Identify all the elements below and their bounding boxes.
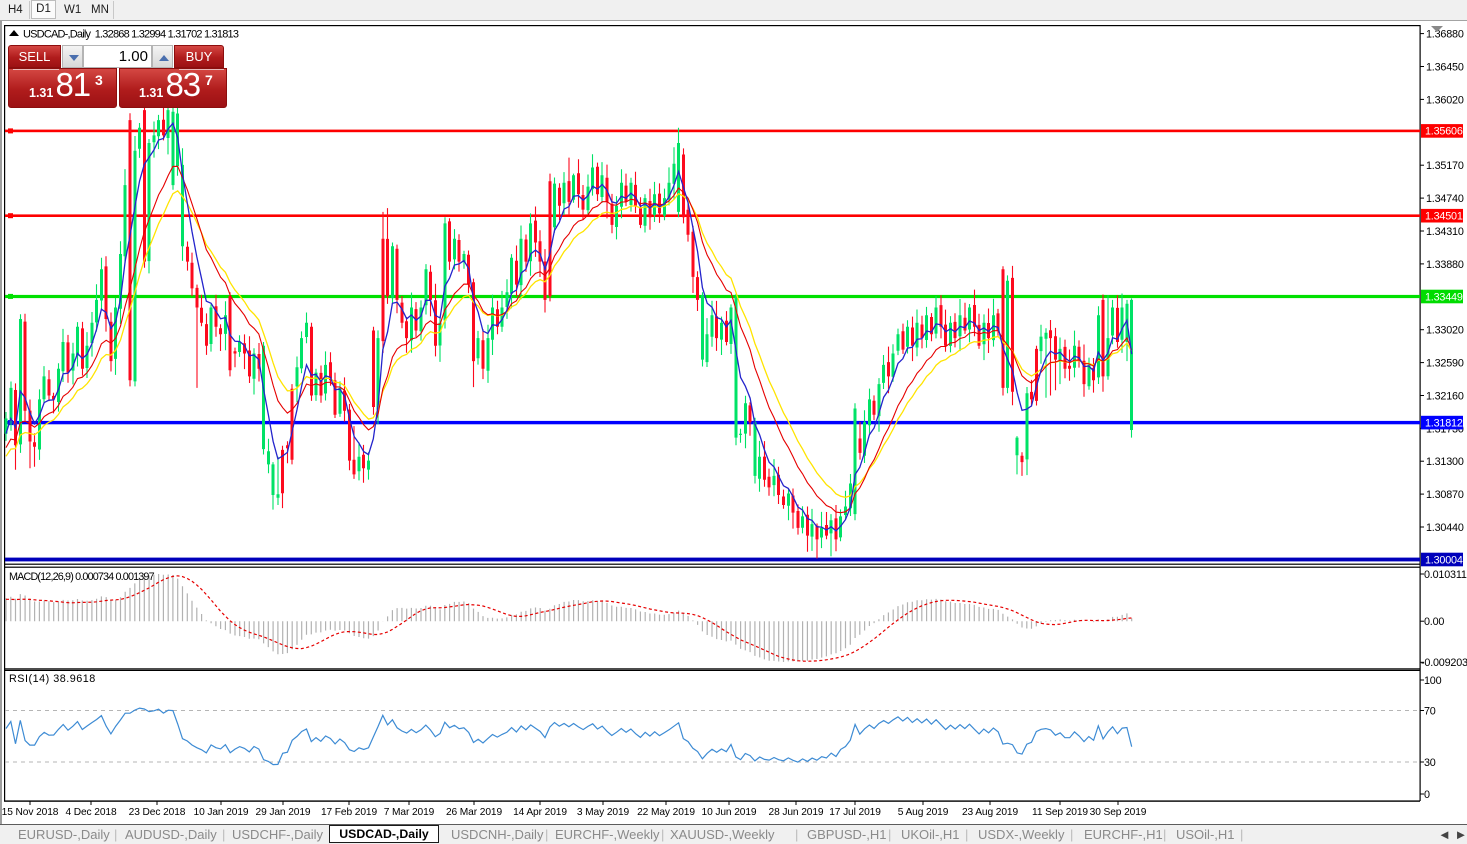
svg-text:1.36020: 1.36020 (1426, 94, 1464, 106)
svg-text:1.35606: 1.35606 (1425, 126, 1463, 138)
svg-text:1.33020: 1.33020 (1426, 325, 1464, 337)
svg-text:1.36880: 1.36880 (1426, 29, 1464, 41)
svg-text:1.31812: 1.31812 (1425, 417, 1463, 429)
svg-text:0.010311: 0.010311 (1424, 569, 1467, 581)
svg-text:1.32590: 1.32590 (1426, 358, 1464, 370)
svg-text:70: 70 (1424, 706, 1436, 718)
svg-text:0.00: 0.00 (1424, 616, 1444, 628)
svg-text:1.30870: 1.30870 (1426, 489, 1464, 501)
svg-text:0: 0 (1424, 789, 1430, 801)
svg-text:RSI(14) 38.9618: RSI(14) 38.9618 (9, 673, 96, 685)
svg-text:100: 100 (1424, 675, 1442, 687)
svg-text:1.33449: 1.33449 (1425, 291, 1463, 303)
svg-text:1.34740: 1.34740 (1426, 193, 1464, 205)
svg-text:23 Aug 2019: 23 Aug 2019 (962, 807, 1019, 818)
svg-text:1.32160: 1.32160 (1426, 391, 1464, 403)
svg-text:5 Aug 2019: 5 Aug 2019 (898, 807, 949, 818)
svg-text:1.31300: 1.31300 (1426, 456, 1464, 468)
svg-text:-0.009203: -0.009203 (1421, 657, 1467, 669)
svg-text:1.33880: 1.33880 (1426, 259, 1464, 271)
svg-text:1.30004: 1.30004 (1425, 554, 1463, 566)
svg-text:1.36450: 1.36450 (1426, 62, 1464, 74)
svg-text:30 Sep 2019: 30 Sep 2019 (1090, 807, 1147, 818)
svg-text:14 Apr 2019: 14 Apr 2019 (513, 807, 567, 818)
svg-text:11 Sep 2019: 11 Sep 2019 (1032, 807, 1088, 818)
svg-text:MACD(12,26,9) 0.000734 0.00139: MACD(12,26,9) 0.000734 0.001397 (9, 571, 155, 583)
svg-text:29 Jan 2019: 29 Jan 2019 (256, 807, 311, 818)
svg-text:15 Nov 2018: 15 Nov 2018 (2, 807, 59, 818)
svg-text:3 May 2019: 3 May 2019 (577, 807, 630, 818)
svg-text:30: 30 (1424, 757, 1436, 769)
svg-text:26 Mar 2019: 26 Mar 2019 (446, 807, 503, 818)
svg-text:28 Jun 2019: 28 Jun 2019 (769, 807, 824, 818)
svg-text:23 Dec 2018: 23 Dec 2018 (129, 807, 186, 818)
svg-text:7 Mar 2019: 7 Mar 2019 (384, 807, 435, 818)
svg-text:17 Feb 2019: 17 Feb 2019 (321, 807, 378, 818)
svg-text:1.30440: 1.30440 (1426, 522, 1464, 534)
svg-text:10 Jan 2019: 10 Jan 2019 (194, 807, 249, 818)
svg-text:4 Dec 2018: 4 Dec 2018 (65, 807, 117, 818)
svg-text:22 May 2019: 22 May 2019 (637, 807, 695, 818)
svg-text:1.34501: 1.34501 (1425, 211, 1463, 223)
svg-text:17 Jul 2019: 17 Jul 2019 (829, 807, 881, 818)
svg-text:1.34310: 1.34310 (1426, 226, 1464, 238)
svg-text:1.35170: 1.35170 (1426, 160, 1464, 172)
svg-text:USDCAD-,Daily 1.32868 1.32994: USDCAD-,Daily 1.32868 1.32994 1.31702 1.… (23, 29, 239, 41)
svg-text:10 Jun 2019: 10 Jun 2019 (702, 807, 757, 818)
